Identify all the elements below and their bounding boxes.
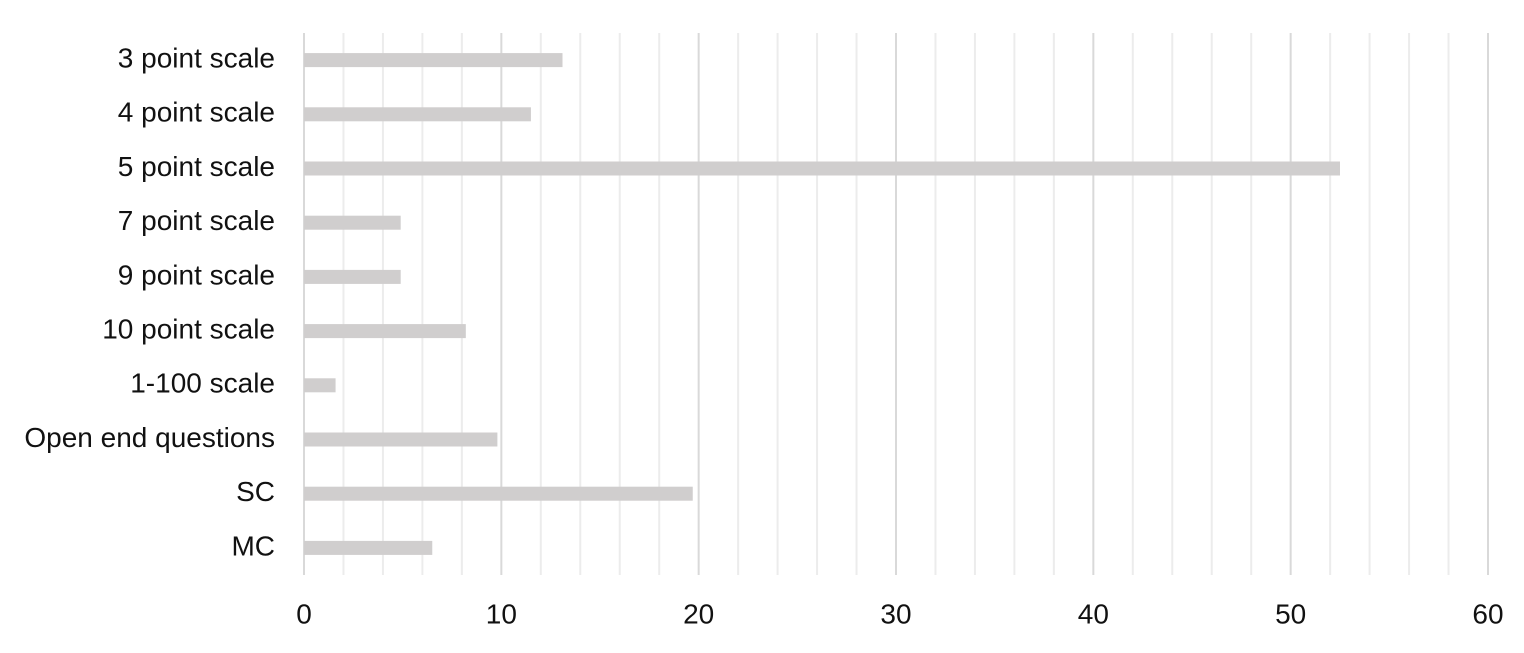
x-tick-label: 0 <box>296 598 312 629</box>
bar <box>304 378 336 393</box>
bar <box>304 269 401 284</box>
bar <box>304 215 401 230</box>
x-tick-label: 40 <box>1078 598 1109 629</box>
y-tick-label: 5 point scale <box>118 151 275 182</box>
y-tick-label: 10 point scale <box>102 313 275 344</box>
bar <box>304 486 693 501</box>
x-tick-label: 20 <box>683 598 714 629</box>
x-tick-label: 10 <box>486 598 517 629</box>
y-tick-label: 4 point scale <box>118 97 275 128</box>
bar <box>304 324 466 339</box>
x-tick-label: 50 <box>1275 598 1306 629</box>
y-tick-label: 7 point scale <box>118 205 275 236</box>
x-tick-label: 30 <box>880 598 911 629</box>
bar <box>304 161 1340 176</box>
bar <box>304 432 498 447</box>
y-tick-label: Open end questions <box>24 422 275 453</box>
bar <box>304 107 531 122</box>
y-tick-label: 3 point scale <box>118 42 275 73</box>
y-tick-label: 9 point scale <box>118 259 275 290</box>
bar <box>304 540 433 555</box>
y-tick-label: SC <box>236 476 275 507</box>
y-tick-label: 1-100 scale <box>130 368 275 399</box>
y-tick-label: MC <box>231 530 275 561</box>
x-tick-label: 60 <box>1472 598 1503 629</box>
bar <box>304 53 563 68</box>
